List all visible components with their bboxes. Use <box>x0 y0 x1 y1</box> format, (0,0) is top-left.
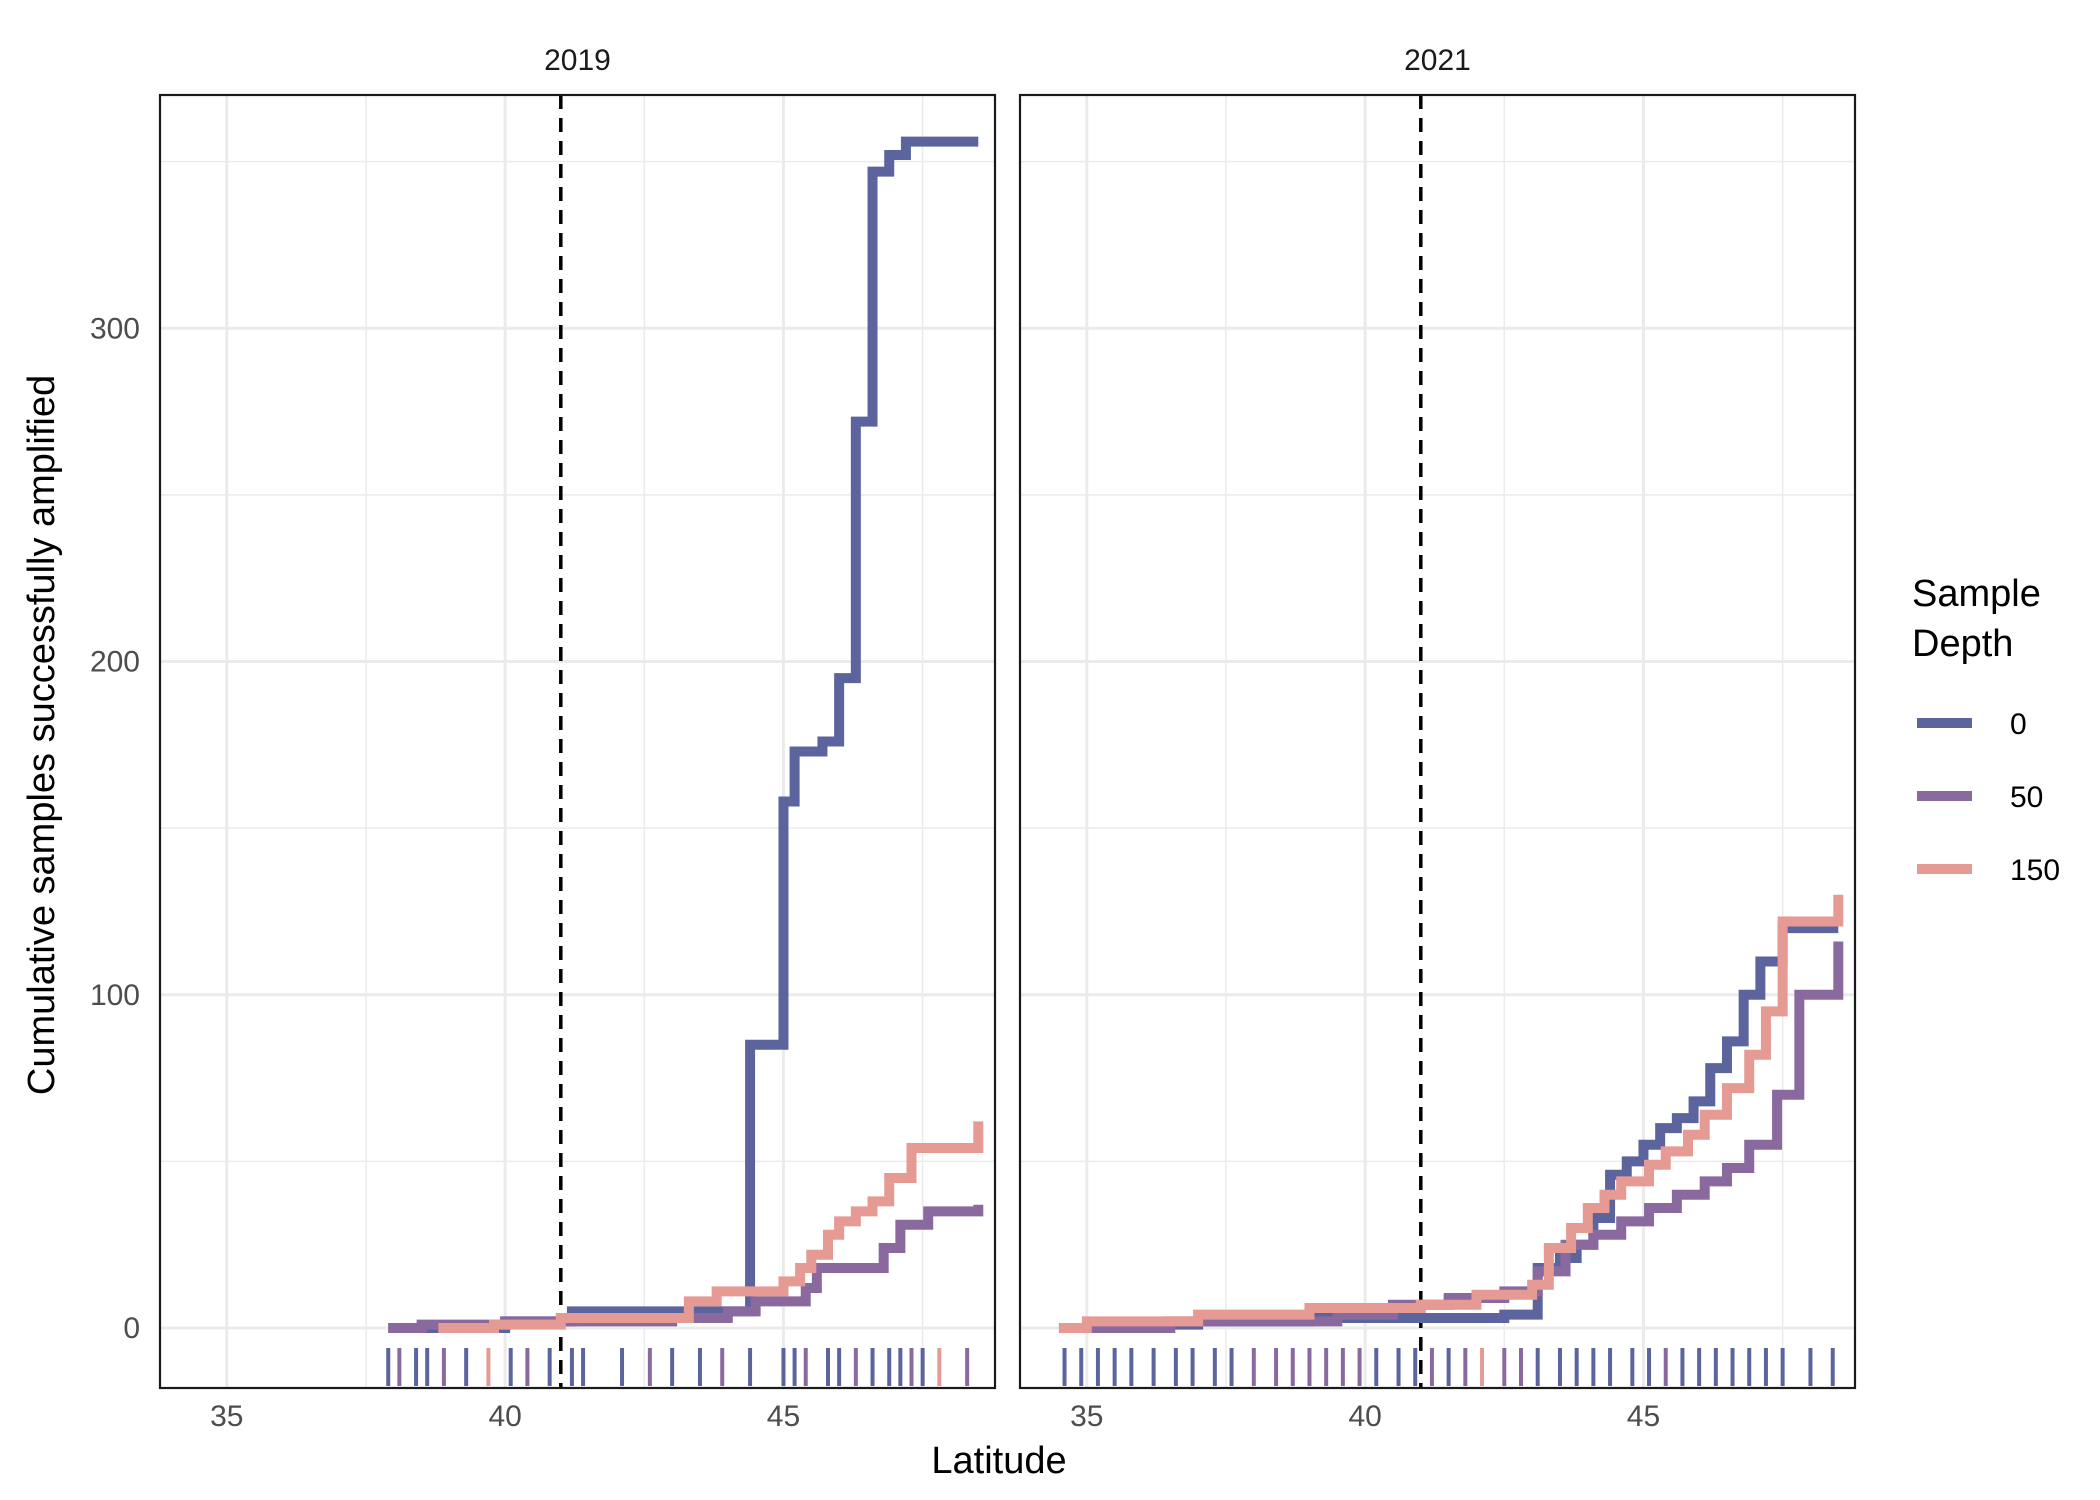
legend: Sample Depth 0 50 150 <box>1912 573 2060 887</box>
series-line-depth-0 <box>388 136 979 1334</box>
series-line-depth-150 <box>438 1121 984 1334</box>
x-axis-title: Latitude <box>931 1440 1066 1482</box>
panel-border <box>1018 93 1857 1390</box>
panel-title: 2021 <box>1404 44 1471 77</box>
panel-2019: 2019 35 40 45 0 100 200 300 <box>90 44 997 1433</box>
series-line-depth-150 <box>1058 894 1844 1334</box>
y-tick-label: 100 <box>90 979 140 1012</box>
legend-label-0: 0 <box>2010 708 2027 741</box>
x-tick-label: 45 <box>767 1400 800 1433</box>
panels-layer: 2019 35 40 45 0 100 200 300 2021 35 40 45 <box>90 44 1857 1433</box>
legend-label-150: 150 <box>2010 854 2060 887</box>
panel-title: 2019 <box>544 44 611 77</box>
panel-2021: 2021 35 40 45 <box>1018 44 1857 1433</box>
x-tick-label: 40 <box>488 1400 521 1433</box>
y-tick-label: 300 <box>90 312 140 345</box>
legend-entries: 0 50 150 <box>1917 708 2060 887</box>
y-axis-title: Cumulative samples successfully amplifie… <box>21 375 63 1095</box>
x-tick-label: 40 <box>1348 1400 1381 1433</box>
panel-border <box>158 93 997 1390</box>
x-tick-label: 35 <box>1070 1400 1103 1433</box>
legend-title-line-2: Depth <box>1912 623 2013 665</box>
y-tick-label: 0 <box>123 1312 140 1345</box>
series-line-depth-0 <box>1058 923 1839 1334</box>
x-tick-label: 35 <box>210 1400 243 1433</box>
y-tick-label: 200 <box>90 646 140 679</box>
legend-title-line-1: Sample <box>1912 573 2041 615</box>
legend-label-50: 50 <box>2010 781 2043 814</box>
series-line-depth-50 <box>1058 941 1844 1334</box>
x-tick-label: 45 <box>1627 1400 1660 1433</box>
